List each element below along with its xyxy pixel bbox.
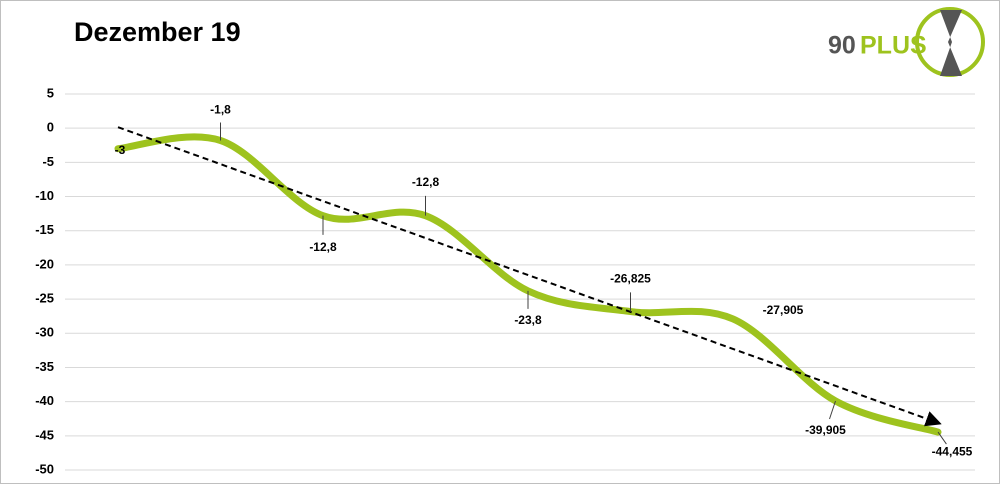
y-tick-label: -40 — [35, 393, 54, 408]
y-tick-label: -30 — [35, 325, 54, 340]
y-tick-label: 0 — [47, 120, 54, 135]
logo-x — [940, 10, 962, 76]
logo-left: 90 — [828, 32, 856, 60]
leader-line — [829, 400, 836, 420]
data-label: -44,455 — [932, 444, 973, 458]
leader-line — [937, 431, 947, 445]
data-label: -12,8 — [309, 240, 337, 254]
y-tick-label: -5 — [42, 154, 54, 169]
y-tick-label: 5 — [47, 85, 54, 100]
chart-title: Dezember 19 — [74, 17, 241, 47]
logo-right: PLUS — [860, 32, 927, 60]
data-label: -3 — [115, 143, 126, 157]
logo: 90 PLUS — [828, 7, 985, 77]
y-tick-label: -35 — [35, 359, 54, 374]
trend-line — [117, 126, 942, 427]
data-label: -23,8 — [514, 313, 542, 327]
data-label: -1,8 — [210, 103, 231, 117]
y-tick-label: -50 — [35, 461, 54, 476]
data-label: -26,825 — [610, 272, 651, 286]
series-line — [114, 133, 942, 436]
data-label: -39,905 — [805, 423, 846, 437]
y-tick-label: -20 — [35, 256, 54, 271]
y-tick-label: -45 — [35, 427, 54, 442]
y-tick-label: -10 — [35, 188, 54, 203]
y-tick-label: -15 — [35, 222, 54, 237]
data-label: -27,905 — [763, 303, 804, 317]
y-tick-label: -25 — [35, 291, 54, 306]
data-label: -12,8 — [412, 175, 440, 189]
